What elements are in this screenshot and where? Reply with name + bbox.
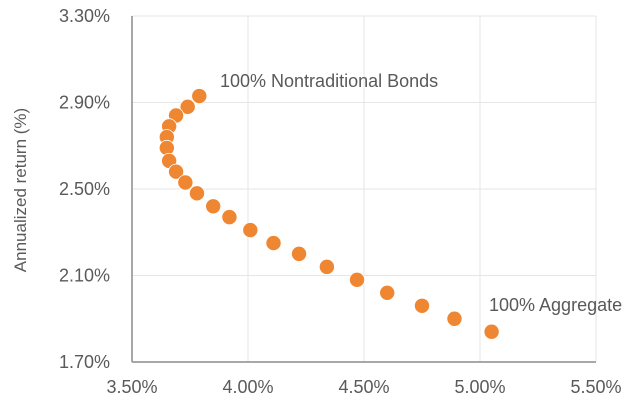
y-tick-label: 2.90% <box>59 93 110 113</box>
y-tick-label: 2.50% <box>59 179 110 199</box>
data-point <box>242 222 259 239</box>
x-tick-label: 3.50% <box>106 377 157 397</box>
data-point <box>483 323 500 340</box>
data-point <box>177 174 194 191</box>
data-points <box>158 88 500 340</box>
annotation-nontraditional-bonds: 100% Nontraditional Bonds <box>220 71 438 91</box>
annotation-aggregate: 100% Aggregate <box>489 295 622 315</box>
data-point <box>291 245 308 262</box>
x-tick-label: 5.00% <box>454 377 505 397</box>
data-point <box>318 258 335 275</box>
y-tick-labels: 1.70% 2.10% 2.50% 2.90% 3.30% <box>59 6 110 372</box>
y-tick-label: 3.30% <box>59 6 110 26</box>
data-point <box>349 271 366 288</box>
gridlines <box>132 15 597 362</box>
y-tick-label: 2.10% <box>59 266 110 286</box>
data-point <box>379 284 396 301</box>
x-tick-label: 5.50% <box>570 377 621 397</box>
data-point <box>265 235 282 252</box>
y-axis-title: Annualized return (%) <box>11 108 30 272</box>
data-point <box>446 310 463 327</box>
y-tick-label: 1.70% <box>59 352 110 372</box>
data-point <box>179 98 196 115</box>
data-point <box>168 163 185 180</box>
x-tick-label: 4.50% <box>338 377 389 397</box>
data-point <box>205 198 222 215</box>
data-point <box>413 297 430 314</box>
data-point <box>191 88 208 105</box>
x-tick-labels: 3.50% 4.00% 4.50% 5.00% 5.50% <box>106 377 621 397</box>
axes <box>131 16 596 363</box>
data-point <box>188 185 205 202</box>
x-tick-label: 4.00% <box>222 377 273 397</box>
data-point <box>221 209 238 226</box>
